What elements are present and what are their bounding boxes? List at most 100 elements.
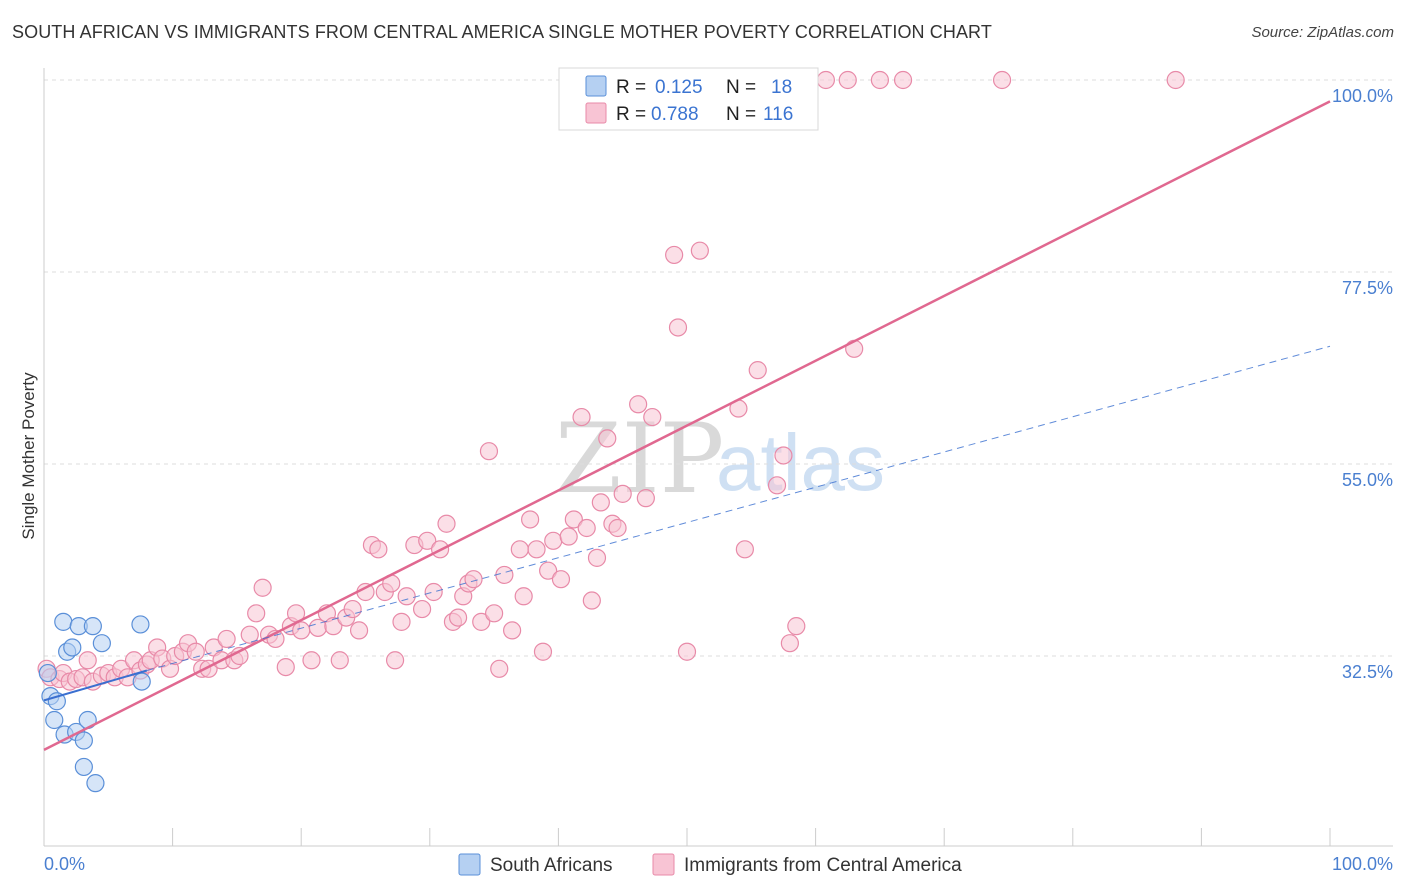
y-tick-label: 100.0% [1332,86,1393,106]
immigrants-central-america-point [598,429,617,448]
immigrants-central-america-point [629,395,648,414]
immigrants-central-america-point [385,651,405,670]
immigrants-central-america-point [240,625,259,644]
south-africans-point [131,615,150,634]
immigrants-central-america-point [302,651,321,670]
legend-n-label-blue: N = [726,77,756,98]
series-legend-label-pink: Immigrants from Central America [684,855,962,876]
immigrants-central-america-point [514,587,533,606]
south-africans-trend-extension [146,345,1331,671]
legend-r-value-pink: 0.788 [651,104,699,125]
immigrants-central-america-point [787,617,806,636]
immigrants-central-america-point [437,514,456,533]
immigrants-central-america-point [495,565,514,585]
immigrants-central-america-point [533,642,553,661]
immigrants-central-america-point [748,361,767,380]
immigrants-central-america-point [780,634,799,653]
immigrants-central-america-point [613,484,632,503]
immigrants-central-america-point [418,531,437,550]
trend-lines [43,100,1331,751]
immigrants-central-america-point [392,612,411,631]
immigrants-central-america-point [636,489,655,508]
y-tick-labels: 32.5% 55.0% 77.5% 100.0% [1332,86,1393,682]
legend-r-label-blue: R = [616,77,646,98]
legend-r-value-blue: 0.125 [655,77,703,98]
immigrants-central-america-point [369,540,388,559]
immigrants-central-america-point [870,70,890,90]
south-africans-point [132,672,151,691]
series-legend-label-blue: South Africans [490,855,613,876]
immigrants-central-america-point [767,476,787,495]
immigrants-central-america-point [503,621,522,640]
series-legend-swatch-blue [458,853,481,876]
immigrants-central-america-point [690,241,709,260]
series-legend-swatch-pink [652,853,675,876]
immigrants-central-america-point [527,540,546,559]
y-axis-title: Single Mother Poverty [19,372,38,540]
immigrants-central-america-point [572,407,591,427]
south-africans-point [86,774,105,793]
immigrants-central-america-point [816,70,835,90]
immigrants-central-america-point [539,561,558,580]
immigrants-central-america-point [485,604,504,623]
immigrants-central-america-point [845,339,864,358]
immigrants-central-america-point [247,604,266,623]
south-africans-point [74,731,93,750]
immigrants-central-america-point [591,493,610,512]
stats-legend: R = 0.125 N = 18 R = 0.788 N = 116 [558,67,819,131]
immigrants-central-america-point [479,442,499,461]
immigrants-central-america-point [577,518,596,538]
legend-swatch-pink [585,102,607,124]
immigrants-central-america-point [464,570,483,589]
legend-r-label-pink: R = [616,104,646,125]
immigrants-central-america-point [564,510,583,529]
y-tick-label: 32.5% [1342,662,1393,682]
immigrants-central-america-point [551,570,571,589]
immigrants-central-america-point [677,642,697,661]
south-africans-point [63,638,82,657]
immigrants-central-america-point [330,651,349,670]
immigrants-central-america-point [992,70,1012,90]
immigrants-central-america-point [582,591,601,610]
immigrants-central-america-point [253,578,272,597]
immigrants-central-america-point [448,608,468,627]
x-axis-ticks [43,828,1331,846]
immigrants-central-america-point [735,540,754,559]
legend-swatch-blue [585,75,607,97]
immigrants-central-america-point [349,621,369,640]
y-tick-label: 55.0% [1342,470,1393,490]
immigrants-central-america-point [397,587,416,606]
immigrants-central-america-point [472,612,491,631]
legend-n-value-blue: 18 [771,77,792,98]
immigrants-central-america-point [774,446,793,465]
immigrants-central-america-point [412,599,432,619]
south-africans-point [74,757,93,777]
gridlines [44,79,1393,657]
legend-n-value-pink: 116 [763,104,793,125]
immigrants-central-america-point [343,599,362,619]
chart-title: SOUTH AFRICAN VS IMMIGRANTS FROM CENTRAL… [12,22,992,42]
south-africans-trend-line [43,669,148,702]
immigrants-central-america-point [490,659,509,678]
immigrants-central-america-point [668,318,688,337]
south-africans-point [54,612,73,631]
immigrants-central-america-point [893,70,913,90]
immigrants-central-america-point [544,531,563,550]
x-tick-label-max: 100.0% [1332,854,1393,874]
immigrants-central-america-points [37,70,1185,691]
legend-n-label-pink: N = [726,104,756,125]
immigrants-central-america-point [217,629,236,649]
x-tick-label-min: 0.0% [44,854,85,874]
series-legend: South Africans Immigrants from Central A… [458,853,962,876]
south-africans-point [38,663,57,683]
south-africans-point [83,617,102,636]
immigrants-central-america-point [643,407,662,427]
immigrants-central-america-point [276,657,295,677]
watermark-atlas: atlas [716,418,885,507]
immigrants-central-america-point [424,582,443,602]
south-africans-points [38,612,151,793]
immigrants-central-america-point [665,245,684,265]
immigrants-central-america-point [559,527,578,546]
immigrants-central-america-point [838,70,857,90]
